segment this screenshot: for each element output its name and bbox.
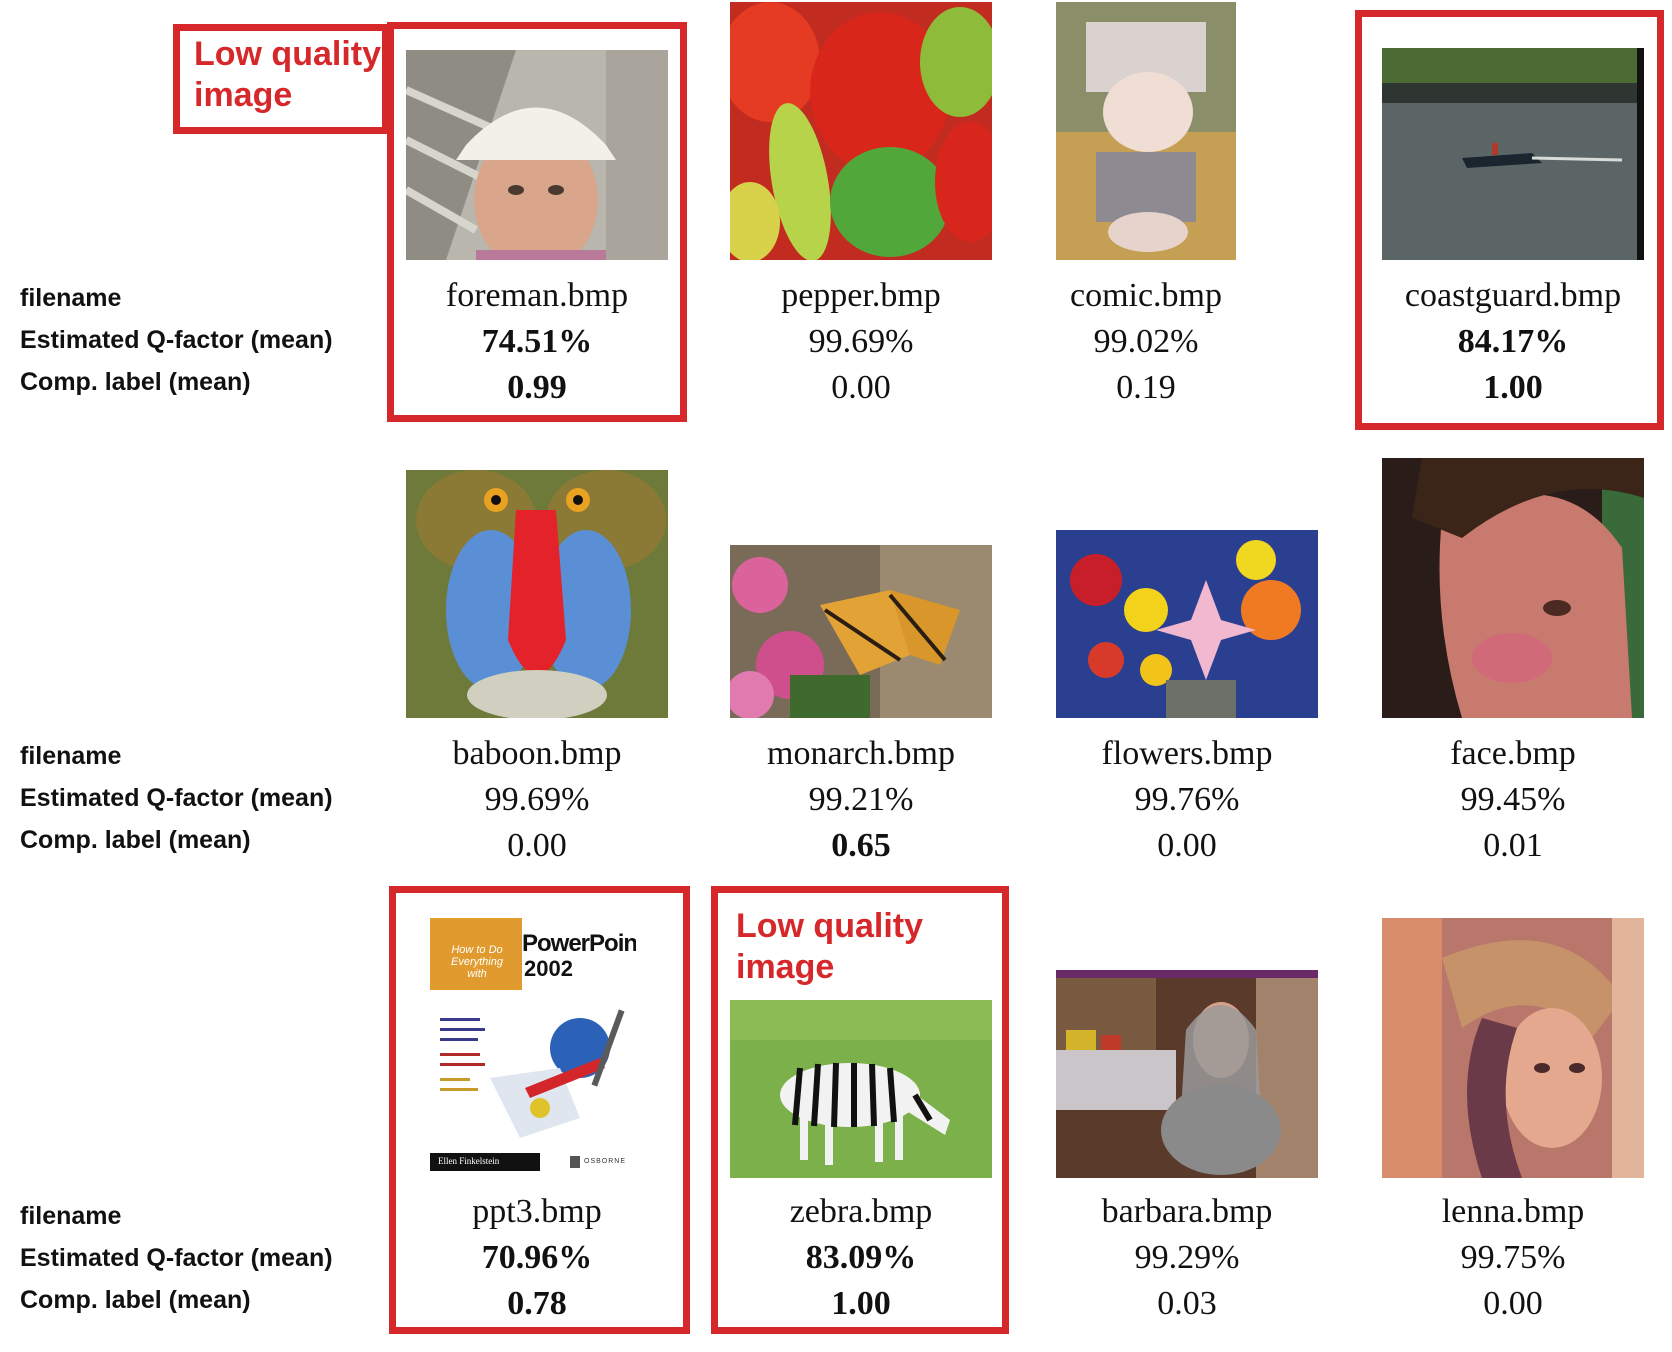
qfactor-text: 99.69% bbox=[808, 323, 914, 360]
comic-thumbnail bbox=[1056, 2, 1236, 260]
complabel-text: 0.65 bbox=[831, 827, 891, 864]
foreman-thumbnail bbox=[406, 50, 668, 260]
ppt3-thumbnail: How to Do Everything with PowerPoint 200… bbox=[430, 918, 636, 1178]
highlight-box bbox=[387, 22, 687, 422]
highlight-box bbox=[711, 886, 1009, 1334]
complabel-text: 0.01 bbox=[1483, 827, 1543, 864]
zebra-thumbnail bbox=[730, 1000, 992, 1178]
qfactor-text: 74.51% bbox=[481, 323, 593, 360]
qfactor-text: 84.17% bbox=[1457, 323, 1569, 360]
row-label-filename: filename bbox=[20, 742, 122, 770]
qfactor-text: 99.69% bbox=[484, 781, 590, 818]
complabel-text: 1.00 bbox=[1483, 369, 1543, 406]
filename-text: foreman.bmp bbox=[445, 277, 629, 314]
face-thumbnail bbox=[1382, 458, 1644, 718]
complabel-text: 0.00 bbox=[1157, 827, 1217, 864]
low-quality-line2: image bbox=[194, 76, 293, 114]
filename-text: zebra.bmp bbox=[789, 1193, 933, 1230]
row-label-qfactor: Estimated Q-factor (mean) bbox=[20, 326, 333, 354]
highlight-box bbox=[1355, 10, 1664, 430]
complabel-text: 0.00 bbox=[507, 827, 567, 864]
ppt-publisher: OSBORNE bbox=[584, 1158, 627, 1165]
baboon-thumbnail bbox=[406, 470, 668, 718]
filename-text: coastguard.bmp bbox=[1404, 277, 1622, 314]
pepper-thumbnail bbox=[730, 2, 992, 260]
ppt-year: 2002 bbox=[524, 956, 573, 981]
qfactor-text: 99.21% bbox=[808, 781, 914, 818]
row-label-complabel: Comp. label (mean) bbox=[20, 1286, 251, 1314]
monarch-thumbnail bbox=[730, 545, 992, 718]
coastguard-thumbnail bbox=[1382, 48, 1644, 260]
low-quality-label: Low quality image bbox=[194, 34, 381, 116]
row-label-filename: filename bbox=[20, 284, 122, 312]
complabel-text: 0.03 bbox=[1157, 1285, 1217, 1322]
row-label-filename: filename bbox=[20, 1202, 122, 1230]
row-label-qfactor: Estimated Q-factor (mean) bbox=[20, 784, 333, 812]
complabel-text: 0.19 bbox=[1116, 369, 1176, 406]
filename-text: monarch.bmp bbox=[767, 735, 955, 772]
ppt-howto-line2: Everything bbox=[451, 956, 503, 968]
complabel-text: 1.00 bbox=[831, 1285, 891, 1322]
filename-text: face.bmp bbox=[1450, 735, 1576, 772]
complabel-text: 0.00 bbox=[831, 369, 891, 406]
filename-text: barbara.bmp bbox=[1101, 1193, 1273, 1230]
complabel-text: 0.99 bbox=[507, 369, 567, 406]
row-label-complabel: Comp. label (mean) bbox=[20, 368, 251, 396]
low-quality-label: Low quality image bbox=[736, 906, 923, 988]
ppt-howto-line3: with bbox=[467, 968, 487, 980]
ppt-howto-line1: How to Do bbox=[451, 944, 503, 956]
ppt-author: Ellen Finkelstein bbox=[438, 1156, 500, 1166]
qfactor-text: 99.75% bbox=[1460, 1239, 1566, 1276]
filename-text: ppt3.bmp bbox=[472, 1193, 602, 1230]
filename-text: pepper.bmp bbox=[781, 277, 941, 314]
filename-text: comic.bmp bbox=[1069, 277, 1223, 314]
low-quality-line1: Low quality bbox=[194, 35, 381, 73]
complabel-text: 0.00 bbox=[1483, 1285, 1543, 1322]
qfactor-text: 83.09% bbox=[805, 1239, 917, 1276]
barbara-thumbnail bbox=[1056, 970, 1318, 1178]
highlight-box bbox=[389, 886, 690, 1334]
filename-text: flowers.bmp bbox=[1101, 735, 1273, 772]
low-quality-line1: Low quality bbox=[736, 907, 923, 945]
qfactor-text: 99.45% bbox=[1460, 781, 1566, 818]
qfactor-text: 70.96% bbox=[481, 1239, 593, 1276]
filename-text: baboon.bmp bbox=[452, 735, 622, 772]
ppt-title: PowerPoint bbox=[522, 930, 636, 957]
ppt-howto-text: How to Do Everything with bbox=[434, 944, 520, 980]
filename-text: lenna.bmp bbox=[1441, 1193, 1585, 1230]
flowers-thumbnail bbox=[1056, 530, 1318, 718]
low-quality-label-box bbox=[173, 24, 389, 134]
lenna-thumbnail bbox=[1382, 918, 1644, 1178]
qfactor-text: 99.29% bbox=[1134, 1239, 1240, 1276]
row-label-qfactor: Estimated Q-factor (mean) bbox=[20, 1244, 333, 1272]
low-quality-line2: image bbox=[736, 948, 835, 986]
complabel-text: 0.78 bbox=[507, 1285, 567, 1322]
row-label-complabel: Comp. label (mean) bbox=[20, 826, 251, 854]
qfactor-text: 99.76% bbox=[1134, 781, 1240, 818]
qfactor-text: 99.02% bbox=[1093, 323, 1199, 360]
